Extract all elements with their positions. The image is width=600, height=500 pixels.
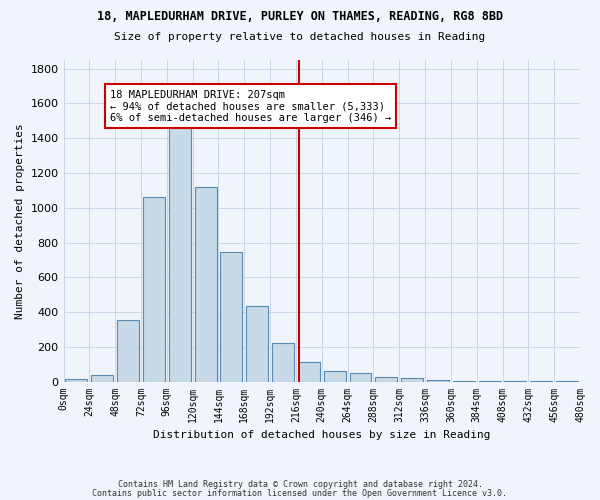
Bar [65, 379, 88, 382]
Bar [401, 378, 423, 382]
Text: 18 MAPLEDURHAM DRIVE: 207sqm
← 94% of detached houses are smaller (5,333)
6% of : 18 MAPLEDURHAM DRIVE: 207sqm ← 94% of de… [110, 90, 391, 122]
Bar [350, 373, 371, 382]
Bar [143, 198, 165, 382]
Bar [246, 306, 268, 382]
Y-axis label: Number of detached properties: Number of detached properties [15, 123, 25, 318]
Bar [117, 320, 139, 382]
Bar [427, 380, 449, 382]
Bar [272, 344, 294, 382]
Bar [91, 374, 113, 382]
Text: Size of property relative to detached houses in Reading: Size of property relative to detached ho… [115, 32, 485, 42]
Bar [298, 362, 320, 382]
Bar [479, 381, 500, 382]
Text: 18, MAPLEDURHAM DRIVE, PURLEY ON THAMES, READING, RG8 8BD: 18, MAPLEDURHAM DRIVE, PURLEY ON THAMES,… [97, 10, 503, 23]
Bar [453, 380, 475, 382]
Bar [194, 187, 217, 382]
Text: Contains HM Land Registry data © Crown copyright and database right 2024.: Contains HM Land Registry data © Crown c… [118, 480, 482, 489]
Bar [169, 127, 191, 382]
Bar [324, 371, 346, 382]
Text: Contains public sector information licensed under the Open Government Licence v3: Contains public sector information licen… [92, 488, 508, 498]
Bar [376, 377, 397, 382]
X-axis label: Distribution of detached houses by size in Reading: Distribution of detached houses by size … [153, 430, 491, 440]
Bar [220, 252, 242, 382]
